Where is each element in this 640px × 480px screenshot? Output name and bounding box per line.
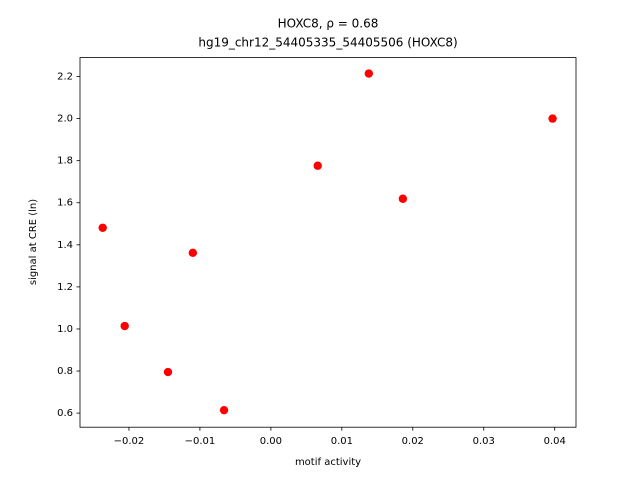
x-tick-label: −0.02 [114,436,145,447]
x-tick-label: 0.01 [331,436,353,447]
scatter-point [398,194,408,203]
scatter-point [98,223,107,232]
y-tick-label: 2.0 [57,114,73,125]
y-tick-label: 1.0 [57,324,73,335]
plot-frame [79,57,577,428]
scatter-point [120,321,129,331]
scatter-point [548,114,557,123]
x-tick-label: 0.04 [544,436,566,447]
y-tick-label: 1.2 [57,282,73,293]
x-tick-label: 0.03 [473,436,495,447]
x-tick-label: −0.01 [185,436,216,447]
y-axis-label: signal at CRE (ln) [28,199,39,285]
scatter-point [219,405,229,415]
y-tick-label: 2.2 [57,72,73,83]
chart-subtitle: hg19_chr12_54405335_54405506 (HOXC8) [198,36,457,50]
y-tick-label: 1.8 [57,156,73,167]
scatter-point [188,248,198,258]
y-tick-label: 0.6 [57,408,73,419]
chart-title: HOXC8, ρ = 0.68 [278,17,379,31]
x-tick-label: 0.00 [260,436,282,447]
scatter-point [313,161,322,170]
y-tick-label: 1.6 [57,198,73,209]
y-tick-label: 0.8 [57,366,73,377]
scatter-point [163,367,173,377]
y-tick-label: 1.4 [57,240,73,251]
scatter-point [364,69,374,78]
x-axis-label: motif activity [295,457,361,468]
x-tick-label: 0.02 [402,436,424,447]
